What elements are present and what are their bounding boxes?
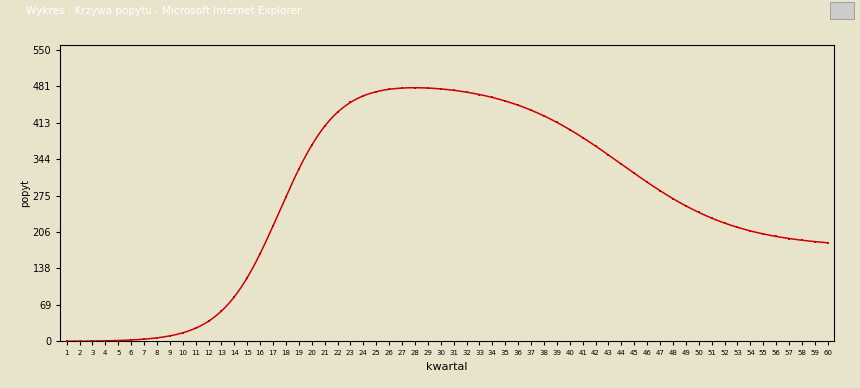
Point: [201, 318, 215, 324]
Point: [485, 94, 499, 100]
X-axis label: kwartal: kwartal: [427, 362, 468, 372]
Point: [459, 89, 473, 95]
Point: [124, 337, 138, 343]
Point: [163, 333, 177, 339]
Point: [317, 123, 331, 129]
Point: [550, 119, 563, 125]
Point: [343, 99, 358, 106]
Point: [743, 228, 757, 234]
Point: [421, 85, 434, 91]
Point: [717, 220, 731, 226]
Point: [98, 338, 112, 344]
Point: [472, 92, 486, 98]
Point: [783, 236, 796, 242]
Point: [408, 85, 421, 91]
Point: [72, 338, 86, 344]
Point: [769, 233, 783, 239]
Point: [215, 308, 229, 314]
Point: [820, 240, 834, 246]
Point: [524, 107, 538, 113]
Text: Wykres : Krzywa popytu - Microsoft Internet Explorer: Wykres : Krzywa popytu - Microsoft Inter…: [26, 6, 301, 16]
Point: [730, 224, 744, 230]
Point: [240, 274, 255, 281]
Point: [279, 194, 292, 200]
Point: [292, 166, 306, 172]
Point: [498, 98, 512, 104]
Point: [679, 203, 692, 209]
Point: [666, 196, 679, 202]
Point: [60, 338, 73, 345]
Point: [756, 231, 770, 237]
Point: [795, 237, 808, 243]
Point: [395, 85, 408, 91]
Point: [614, 161, 628, 167]
Point: [601, 152, 615, 158]
Point: [382, 86, 396, 92]
Point: [150, 335, 163, 341]
Point: [691, 209, 705, 215]
Point: [588, 143, 602, 149]
Point: [627, 170, 641, 177]
Point: [266, 223, 280, 229]
Point: [330, 109, 344, 115]
Point: [654, 187, 667, 194]
Point: [640, 179, 654, 185]
Bar: [830, 2, 854, 19]
Point: [175, 330, 189, 336]
Point: [433, 86, 447, 92]
Point: [808, 239, 821, 245]
Point: [188, 325, 203, 331]
Point: [537, 113, 550, 119]
Point: [356, 93, 370, 99]
Point: [511, 102, 525, 108]
Point: [137, 336, 151, 342]
Point: [304, 142, 318, 148]
Point: [253, 251, 267, 257]
Point: [562, 126, 576, 133]
Point: [705, 215, 719, 221]
Y-axis label: popyt: popyt: [20, 179, 29, 207]
Point: [369, 88, 383, 95]
Point: [112, 338, 126, 344]
Point: [447, 87, 461, 94]
Point: [576, 134, 590, 140]
Point: [85, 338, 99, 344]
Point: [227, 294, 241, 300]
